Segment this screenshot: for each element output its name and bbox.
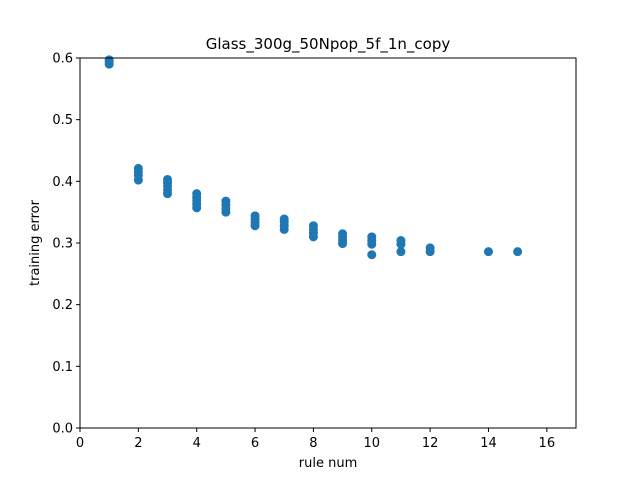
data-point — [396, 236, 406, 246]
x-tick-label: 10 — [363, 436, 380, 451]
chart-title: Glass_300g_50Npop_5f_1n_copy — [206, 35, 451, 54]
data-point — [308, 221, 318, 231]
x-tick-label: 6 — [251, 436, 259, 451]
x-axis-ticks: 0 2 4 6 8 10 12 14 16 — [76, 428, 555, 451]
y-tick-label: 0.1 — [52, 360, 73, 375]
data-point — [133, 163, 143, 173]
x-tick-label: 12 — [422, 436, 439, 451]
x-tick-label: 14 — [480, 436, 497, 451]
data-point — [513, 247, 523, 257]
data-point — [425, 243, 435, 253]
data-point — [192, 189, 202, 199]
y-tick-label: 0.3 — [52, 237, 73, 252]
data-point — [367, 232, 377, 242]
data-point — [163, 174, 173, 184]
data-point — [367, 250, 377, 260]
y-axis-label: training error — [28, 199, 43, 286]
x-tick-label: 8 — [309, 436, 317, 451]
y-axis-ticks: 0.0 0.1 0.2 0.3 0.4 0.5 0.6 — [52, 52, 80, 437]
data-points — [104, 55, 523, 260]
data-point — [104, 55, 114, 65]
y-tick-label: 0.5 — [52, 113, 73, 128]
y-tick-label: 0.2 — [52, 298, 73, 313]
data-point — [221, 196, 231, 206]
x-tick-label: 16 — [539, 436, 556, 451]
x-axis-label: rule num — [299, 456, 357, 471]
x-tick-label: 4 — [193, 436, 201, 451]
plot-area — [80, 58, 576, 428]
x-tick-label: 0 — [76, 436, 84, 451]
y-tick-label: 0.6 — [52, 52, 73, 67]
y-tick-label: 0.0 — [52, 422, 73, 437]
data-point — [279, 214, 289, 224]
data-point — [483, 247, 493, 257]
data-point — [338, 229, 348, 239]
data-point — [250, 211, 260, 221]
y-tick-label: 0.4 — [52, 175, 73, 190]
x-tick-label: 2 — [134, 436, 142, 451]
data-point — [396, 247, 406, 257]
